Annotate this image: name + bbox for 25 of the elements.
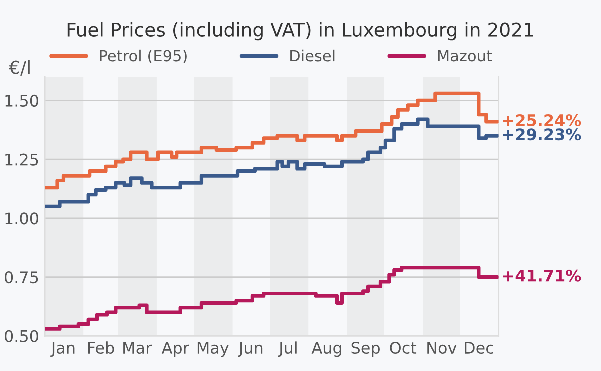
- y-tick-label: 1.25: [6, 154, 38, 166]
- x-tick-label: Jan: [50, 342, 75, 358]
- x-tick-label: Sep: [352, 342, 380, 358]
- y-tick-label: 1.00: [6, 212, 38, 225]
- x-tick-label: Oct: [390, 342, 417, 354]
- legend-label: Mazout: [438, 50, 492, 62]
- y-tick-label: 0.50: [5, 330, 38, 342]
- x-tick-label: Jun: [238, 342, 263, 358]
- annotation: +29.23%: [503, 128, 582, 141]
- x-tick-label: Feb: [88, 342, 114, 354]
- annotation: +25.24%: [503, 114, 582, 127]
- y-axis-title: €/l: [9, 60, 30, 76]
- x-tick-label: Dec: [465, 342, 494, 354]
- legend-label: Diesel: [290, 50, 335, 62]
- x-tick-label: May: [198, 342, 229, 358]
- x-tick-label: Apr: [162, 342, 190, 358]
- x-tick-label: Jul: [278, 342, 297, 358]
- y-tick-label: 0.75: [5, 271, 38, 284]
- y-tick-label: 1.50: [6, 94, 38, 108]
- chart-title: Fuel Prices (including VAT) in Luxembourg in 2021: [68, 22, 534, 41]
- x-tick-label: Mar: [124, 342, 152, 354]
- legend-label: Petrol (E95): [100, 50, 187, 64]
- x-tick-label: Aug: [312, 342, 342, 358]
- x-tick-label: Nov: [428, 342, 457, 354]
- annotation: +41.71%: [503, 270, 582, 282]
